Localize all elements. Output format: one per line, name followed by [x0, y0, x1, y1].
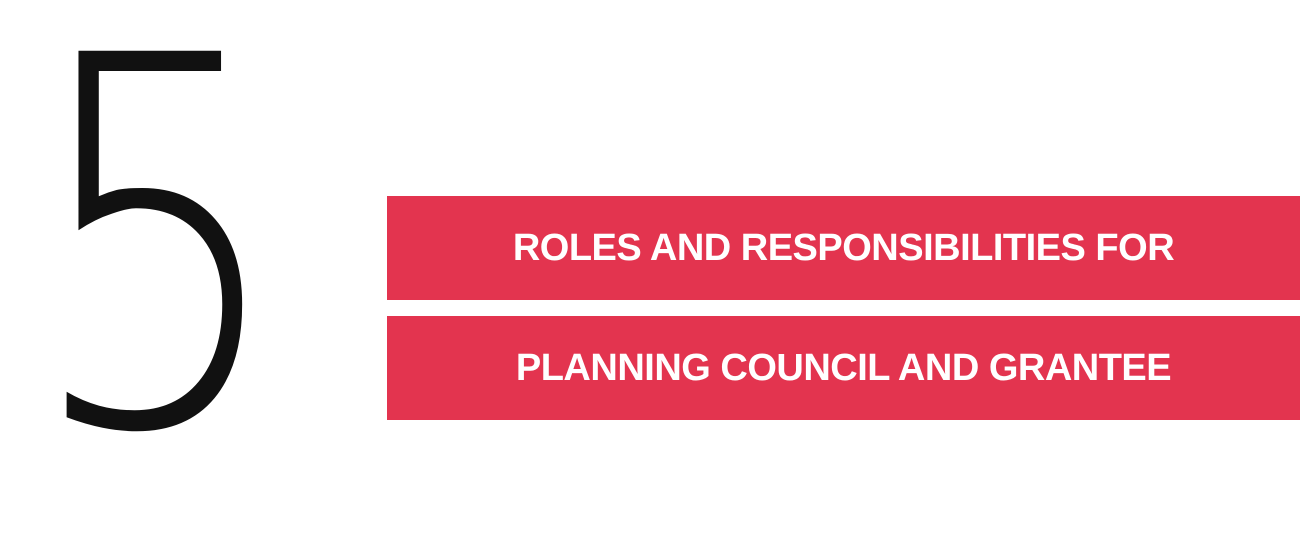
chapter-number-graphic: 5: [26, 0, 288, 460]
title-line-2: PLANNING COUNCIL AND GRANTEE: [515, 346, 1172, 389]
chapter-number-text: 5: [26, 0, 288, 460]
chapter-number: 5: [26, 0, 326, 460]
title-bar-top: ROLES AND RESPONSIBILITIES FOR: [387, 196, 1300, 300]
title-line-1: ROLES AND RESPONSIBILITIES FOR: [512, 226, 1175, 269]
title-bar-bottom: PLANNING COUNCIL AND GRANTEE: [387, 316, 1300, 420]
